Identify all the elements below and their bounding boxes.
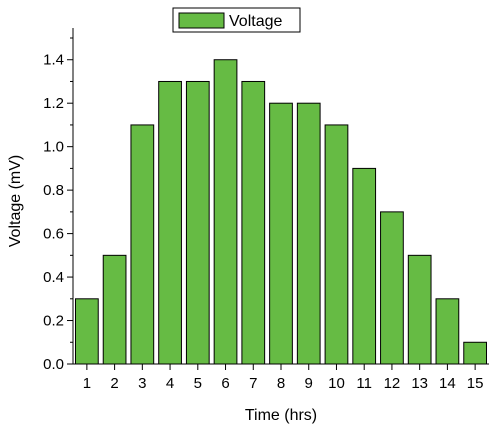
x-tick-label: 15 xyxy=(467,375,484,392)
x-tick-label: 12 xyxy=(384,375,401,392)
bar-5 xyxy=(185,80,210,365)
y-tick-label: 0.0 xyxy=(43,356,64,373)
bar-13 xyxy=(407,254,432,365)
bar-9 xyxy=(296,102,321,365)
x-tick-label: 6 xyxy=(221,375,229,392)
x-tick-label: 13 xyxy=(411,375,428,392)
bar-10 xyxy=(324,124,349,365)
x-tick-label: 9 xyxy=(305,375,313,392)
y-tick-label: 0.2 xyxy=(43,313,64,330)
bar-2 xyxy=(102,254,127,365)
bar-11 xyxy=(352,167,377,365)
legend-swatch xyxy=(178,12,225,29)
bar-7 xyxy=(241,80,266,365)
bars-layer xyxy=(75,59,488,365)
x-tick-label: 11 xyxy=(356,375,372,392)
legend-label: Voltage xyxy=(229,13,282,30)
y-tick-label: 0.8 xyxy=(43,182,64,199)
x-tick-label: 5 xyxy=(194,375,202,392)
x-tick-label: 14 xyxy=(439,375,456,392)
y-tick-label: 1.0 xyxy=(43,139,64,156)
x-ticks: 1 2 3 4 5 6 7 8 9 10 11 12 13 14 15 xyxy=(83,364,484,392)
y-tick-label: 0.6 xyxy=(43,226,64,243)
x-tick-label: 3 xyxy=(138,375,146,392)
bar-1 xyxy=(75,298,99,365)
y-tick-label: 1.2 xyxy=(43,95,64,112)
bar-6 xyxy=(213,59,238,365)
bar-15 xyxy=(463,341,488,365)
y-ticks: 0.0 0.2 0.4 0.6 0.8 1.0 1.2 1.4 xyxy=(43,37,73,373)
x-tick-label: 7 xyxy=(249,375,257,392)
x-tick-label: 1 xyxy=(83,375,91,392)
bar-12 xyxy=(380,211,404,365)
x-tick-label: 2 xyxy=(110,375,118,392)
bar-3 xyxy=(130,124,155,365)
legend: Voltage xyxy=(172,7,301,33)
x-tick-label: 8 xyxy=(277,375,285,392)
bar-8 xyxy=(269,102,293,365)
y-tick-label: 0.4 xyxy=(43,269,64,286)
bar-4 xyxy=(158,80,182,365)
y-axis-title: Voltage (mV) xyxy=(7,155,24,247)
x-axis-title: Time (hrs) xyxy=(245,407,317,424)
y-tick-label: 1.4 xyxy=(43,52,64,69)
x-tick-label: 10 xyxy=(328,375,345,392)
x-tick-label: 4 xyxy=(166,375,174,392)
bar-14 xyxy=(435,298,460,365)
